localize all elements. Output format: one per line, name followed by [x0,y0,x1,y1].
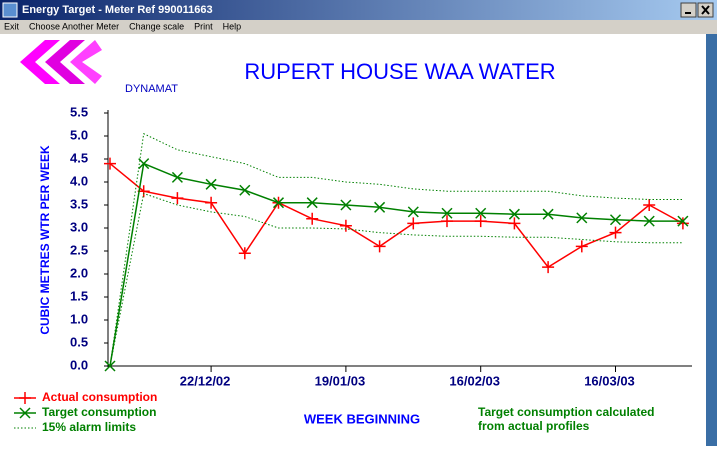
note-line: Target consumption calculated [478,405,654,419]
y-tick-label: 4.0 [70,173,88,188]
point-marker [677,215,689,227]
legend-item: Actual consumption [14,390,157,404]
point-marker [643,199,656,211]
point-marker [171,192,184,205]
y-tick-label: 3.0 [70,219,88,234]
y-tick-label: 2.5 [70,242,88,257]
point-marker [340,199,352,211]
point-marker [138,158,150,170]
point-marker [643,215,655,227]
point-marker [475,207,487,219]
logo-text: DYNAMAT [125,83,178,95]
menu-item[interactable]: Print [194,21,213,31]
window-icon [2,2,18,18]
chart-title: RUPERT HOUSE WAA WATER [244,59,555,84]
logo-chevron [45,40,85,84]
point-marker [609,214,622,226]
point-marker [542,261,555,274]
point-marker [104,157,116,170]
point-marker [205,196,218,209]
point-marker [239,184,251,196]
x-axis-label: WEEK BEGINNING [304,411,420,426]
point-marker [609,226,622,239]
y-tick-label: 5.5 [70,104,88,119]
logo [20,40,102,84]
title-bar [0,0,717,20]
menu-item[interactable]: Help [223,21,242,31]
y-tick-label: 0.5 [70,334,88,349]
point-marker [407,217,420,230]
window-title: Energy Target - Meter Ref 990011663 [22,4,213,16]
legend-label: Actual consumption [42,390,157,404]
series-line [109,163,684,269]
y-tick-label: 4.5 [70,150,88,165]
x-tick-label: 16/02/03 [449,373,500,388]
y-tick-label: 5.0 [70,127,88,142]
point-marker [407,206,419,218]
point-marker [272,197,285,209]
minimize-button[interactable] [680,2,697,18]
legend-item: 15% alarm limits [14,420,136,434]
y-tick-label: 1.5 [70,288,88,303]
point-marker [339,219,352,232]
point-marker [171,171,183,183]
point-marker [676,217,689,230]
point-marker [508,208,520,220]
menu-item[interactable]: Exit [4,21,20,31]
point-marker [576,212,588,224]
y-tick-label: 2.0 [70,265,88,280]
point-marker [575,240,588,253]
close-glyph [701,5,710,15]
point-marker [474,215,487,228]
point-marker [238,247,251,260]
point-marker [441,207,453,219]
point-marker [306,197,318,209]
point-marker [205,178,217,190]
point-marker [542,208,554,220]
series-line [109,162,683,367]
menu-item[interactable]: Choose Another Meter [29,21,119,31]
point-marker [441,215,453,228]
point-marker [374,201,386,213]
y-tick-label: 0.0 [70,357,88,372]
y-axis-label: CUBIC METRES WTR PER WEEK [38,145,52,335]
menu-bar [0,20,717,34]
menu: Exit Choose Another Meter Change scale Prin… [4,21,241,31]
alarm-upper-line [109,132,683,367]
legend-marker [19,392,31,404]
legend-marker [19,407,31,419]
point-marker [508,217,521,230]
point-marker [373,240,386,253]
legend-label: Target consumption [42,405,156,419]
x-tick-label: 22/12/02 [180,373,231,388]
x-tick-label: 19/01/03 [315,373,366,388]
y-tick-label: 1.0 [70,311,88,326]
legend-label: 15% alarm limits [42,420,136,434]
point-marker [306,212,319,225]
desktop-edge [706,34,717,446]
logo-chevron [70,40,102,84]
logo-chevron [20,40,60,84]
menu-item[interactable]: Change scale [129,21,184,31]
x-tick-label: 16/03/03 [584,373,635,388]
note-line: from actual profiles [478,419,590,433]
legend-item: Target consumption [14,405,156,419]
y-tick-label: 3.5 [70,196,88,211]
